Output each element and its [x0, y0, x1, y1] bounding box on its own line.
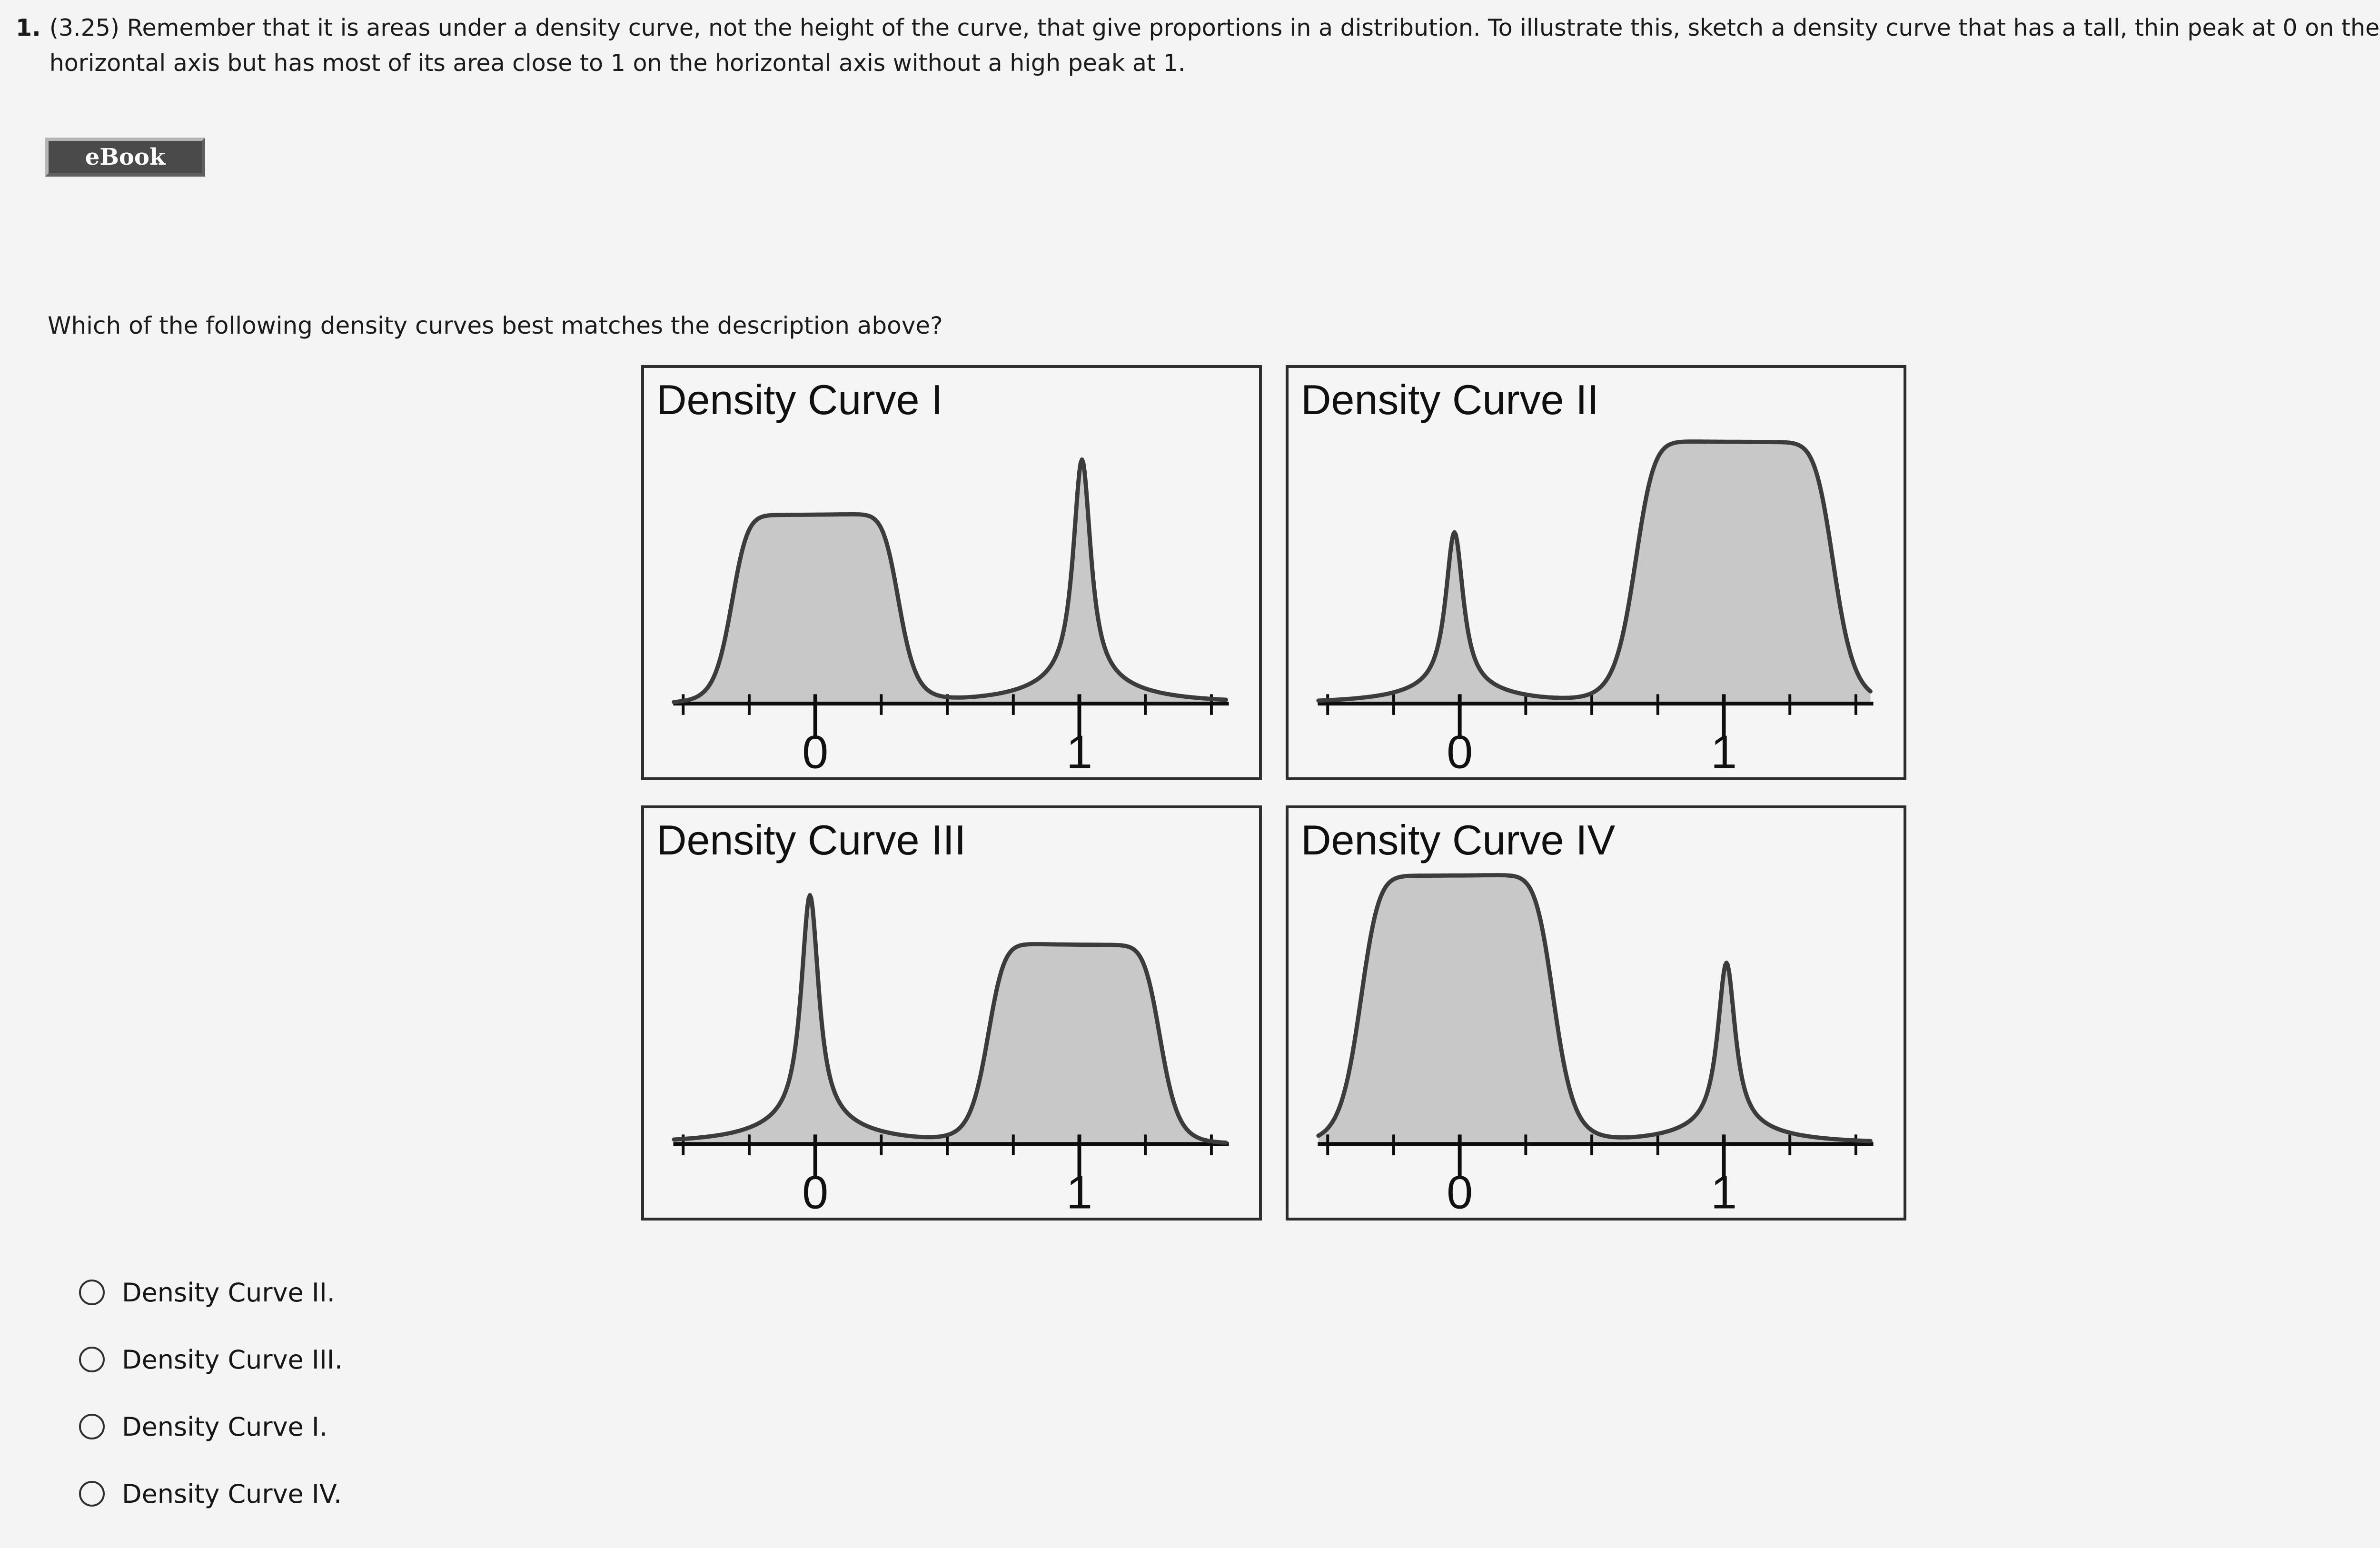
panel-title: Density Curve III	[656, 816, 966, 863]
ebook-button[interactable]: eBook	[45, 138, 205, 177]
question-prompt: Which of the following density curves be…	[48, 312, 943, 339]
radio-button[interactable]	[79, 1280, 105, 1305]
radio-option-label[interactable]: Density Curve II.	[122, 1277, 335, 1308]
svg-text:1: 1	[1066, 725, 1092, 777]
radio-button[interactable]	[79, 1481, 105, 1507]
svg-text:0: 0	[1447, 1166, 1473, 1218]
svg-text:0: 0	[1447, 725, 1473, 777]
radio-option-density-curve-iii[interactable]: Density Curve III.	[79, 1344, 343, 1375]
svg-text:1: 1	[1711, 1166, 1737, 1218]
radio-option-density-curve-i[interactable]: Density Curve I.	[79, 1411, 343, 1442]
panel-title: Density Curve II	[1301, 376, 1599, 423]
svg-text:1: 1	[1066, 1166, 1092, 1218]
radio-option-label[interactable]: Density Curve IV.	[122, 1479, 342, 1509]
svg-text:0: 0	[802, 1166, 828, 1218]
radio-button[interactable]	[79, 1347, 105, 1372]
radio-option-label[interactable]: Density Curve III.	[122, 1344, 343, 1375]
radio-option-density-curve-ii[interactable]: Density Curve II.	[79, 1277, 343, 1308]
question-text: (3.25) Remember that it is areas under a…	[49, 14, 2380, 77]
question: 1. (3.25) Remember that it is areas unde…	[16, 10, 2380, 81]
svg-text:0: 0	[802, 725, 828, 777]
answer-options: Density Curve II. Density Curve III. Den…	[79, 1277, 343, 1548]
panel-title: Density Curve I	[656, 376, 943, 423]
radio-option-label[interactable]: Density Curve I.	[122, 1411, 328, 1442]
radio-option-density-curve-iv[interactable]: Density Curve IV.	[79, 1479, 343, 1509]
question-number: 1.	[16, 14, 41, 41]
panel-title: Density Curve IV	[1301, 816, 1616, 863]
radio-button[interactable]	[79, 1414, 105, 1439]
svg-text:1: 1	[1711, 725, 1737, 777]
